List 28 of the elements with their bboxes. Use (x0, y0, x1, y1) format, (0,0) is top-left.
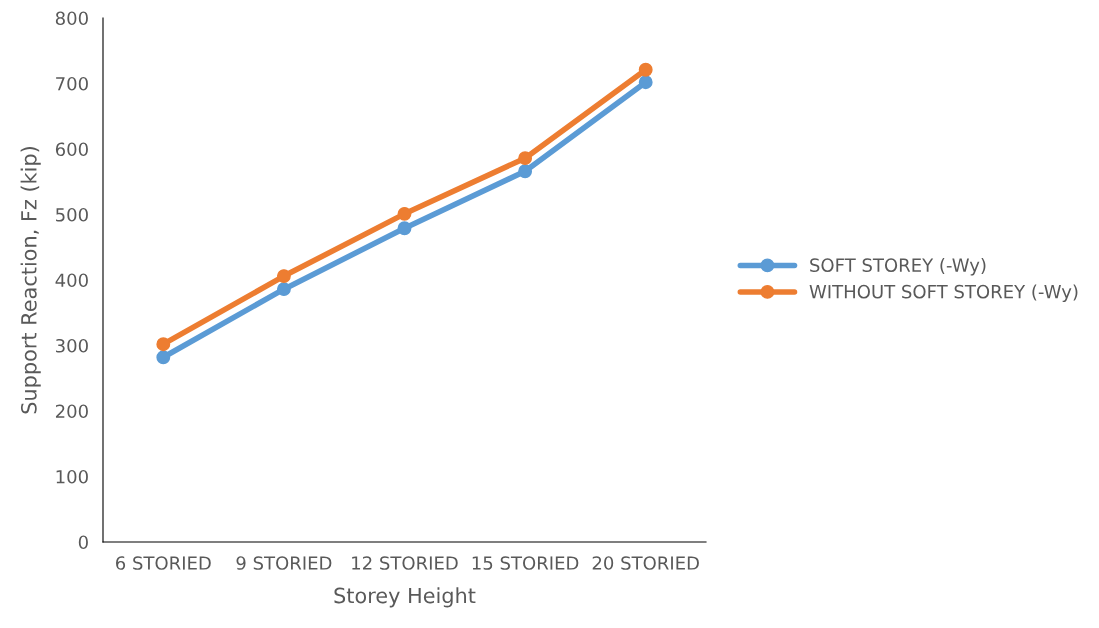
y-tick-label: 300 (56, 338, 88, 353)
point (518, 164, 533, 179)
legend-label: SOFT STOREY (-Wy) (810, 258, 986, 276)
point (638, 62, 653, 77)
y-tick-label: 700 (56, 76, 88, 91)
y-tick-label: 500 (56, 207, 88, 222)
y-tick-label: 200 (55, 404, 88, 419)
y-tick-label: 600 (55, 142, 88, 157)
point (518, 151, 533, 166)
x-tick-label: 12 STORIED (352, 556, 458, 570)
y-tick-label: 0 (78, 535, 88, 550)
y-tick-label: 100 (56, 469, 88, 484)
point (156, 350, 171, 365)
point (276, 269, 291, 284)
x-tick-label: 20 STORIED (592, 556, 699, 570)
point (397, 221, 412, 236)
y-tick-label: 400 (55, 273, 88, 288)
y-axis-title: Support Reaction, Fz (kip) (20, 147, 41, 414)
x-tick-label: 6 STORIED (116, 556, 211, 570)
y-tick-label: 800 (55, 11, 88, 26)
point (276, 282, 291, 297)
point (638, 75, 653, 90)
x-tick-label: 9 STORIED (236, 556, 332, 570)
legend-label: WITHOUT SOFT STOREY (-Wy) (809, 284, 1078, 302)
point (156, 337, 171, 352)
x-axis-title: Storey Height (334, 587, 476, 608)
x-tick-label: 15 STORIED (472, 556, 579, 570)
point (397, 206, 412, 221)
